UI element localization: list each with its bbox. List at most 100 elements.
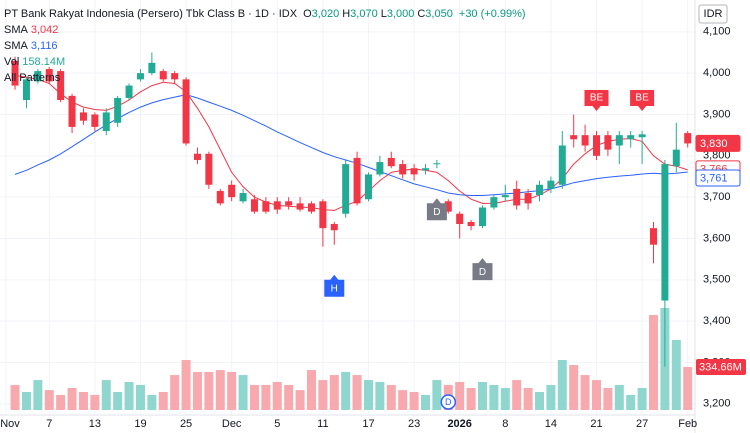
candle-body	[684, 133, 692, 144]
pattern-marker[interactable]: BE	[584, 90, 609, 112]
candle-body	[467, 221, 475, 227]
indicator-value: 3,116	[30, 40, 58, 52]
ohlc-key: H	[342, 8, 351, 20]
y-tick-label: 3,200	[703, 398, 731, 410]
x-tick-label: 14	[545, 418, 557, 430]
volume-bar	[44, 390, 54, 410]
candle-body	[285, 201, 293, 206]
candle-body	[342, 164, 350, 214]
candle-body	[171, 73, 179, 80]
volume-bar	[181, 360, 191, 410]
candle-body	[376, 162, 384, 175]
indicator-name: Vol	[4, 56, 20, 68]
volume-bar	[272, 381, 282, 410]
volume-bar	[466, 388, 476, 410]
volume-bar	[215, 370, 225, 410]
x-tick-label: 27	[636, 418, 648, 430]
volume-bar	[329, 375, 339, 410]
y-tick-label: 4,000	[703, 67, 731, 79]
candle-body	[661, 164, 669, 301]
ohlc-value: 3,070	[350, 8, 378, 20]
x-tick-label: 2026	[447, 418, 471, 430]
candle-body	[672, 149, 680, 167]
pattern-label: D	[433, 207, 440, 218]
volume-bar	[409, 392, 419, 410]
pattern-marker[interactable]: H	[324, 274, 345, 297]
candle-body	[410, 168, 418, 175]
volume-bar	[78, 392, 88, 410]
candle-body	[114, 97, 122, 123]
volume-bar	[261, 384, 271, 410]
volume-bar	[477, 381, 487, 410]
price-tag	[695, 169, 741, 187]
x-tick-label: 23	[408, 418, 420, 430]
volume-bar	[67, 388, 77, 410]
volume-bar	[135, 384, 145, 410]
volume-bar	[375, 381, 385, 410]
candle-body	[79, 112, 87, 121]
volume-bar	[158, 392, 168, 410]
candle-body	[456, 213, 464, 225]
candle-body	[250, 199, 258, 212]
event-label[interactable]: D	[445, 397, 452, 407]
volume-bar	[341, 371, 351, 410]
volume-bar	[306, 370, 316, 410]
legend: PT Bank Rakyat Indonesia (Persero) Tbk C…	[4, 6, 526, 86]
pattern-label: BE	[635, 93, 649, 104]
volume-bar	[249, 384, 259, 410]
sma-line	[14, 74, 688, 211]
volume-bar	[500, 388, 510, 410]
candle-body	[330, 224, 338, 231]
pattern-marker[interactable]: D	[472, 258, 493, 281]
candle-body	[399, 164, 407, 175]
pattern-marker[interactable]: BE	[630, 90, 655, 112]
ohlc: O3,020 H3,070 L3,000 C3,050	[300, 8, 453, 20]
volume-bar	[649, 315, 659, 410]
volume-bar	[557, 360, 567, 410]
volume-bar	[238, 375, 248, 410]
volume-bar	[56, 394, 66, 410]
y-tick-label: 3,500	[703, 274, 731, 286]
currency[interactable]: IDR	[704, 8, 723, 20]
currency-box[interactable]	[698, 4, 728, 24]
candle-body	[91, 114, 99, 127]
candle-body	[205, 153, 213, 185]
candle-body	[535, 184, 543, 196]
candle-body	[11, 60, 19, 86]
y-tick-label: 3,800	[703, 150, 731, 162]
volume-bar	[147, 394, 157, 410]
candle-body	[604, 135, 612, 150]
event-marker[interactable]	[440, 394, 457, 410]
candle-body	[490, 197, 498, 208]
y-tick-label: 3,400	[703, 315, 731, 327]
candle-body	[615, 135, 623, 146]
volume-bar	[534, 392, 544, 410]
candle-body	[524, 193, 532, 204]
indicator-row: SMA 3,116	[4, 38, 526, 54]
volume-bar	[284, 384, 294, 410]
candle-body	[68, 95, 76, 127]
candle-body	[638, 134, 646, 138]
candle-body	[478, 207, 486, 227]
pattern-marker[interactable]: D	[426, 198, 447, 221]
candle-body	[102, 112, 110, 132]
pattern-flag	[324, 274, 345, 297]
x-tick-label: Nov	[0, 418, 20, 430]
volume-bar	[512, 380, 522, 410]
candle-body	[501, 195, 509, 198]
indicator-name: SMA	[4, 40, 28, 52]
indicator-row: Vol 158.14M	[4, 54, 526, 70]
candle-body	[650, 228, 658, 245]
ohlc-value: 3,020	[311, 8, 340, 20]
volume-bar	[113, 392, 123, 410]
volume-bar	[33, 380, 43, 410]
candle-body	[22, 79, 30, 101]
volume-bar	[398, 390, 408, 410]
volume-bar	[455, 381, 465, 410]
volume-tag-label: 334.66M	[699, 361, 742, 373]
plot: BE BE H D D	[10, 52, 693, 410]
candle-body	[228, 184, 236, 198]
symbol-title[interactable]: PT Bank Rakyat Indonesia (Persero) Tbk C…	[4, 8, 298, 20]
indicators: SMA 3,042 SMA 3,116 Vol 158.14M All Patterns	[4, 22, 526, 86]
